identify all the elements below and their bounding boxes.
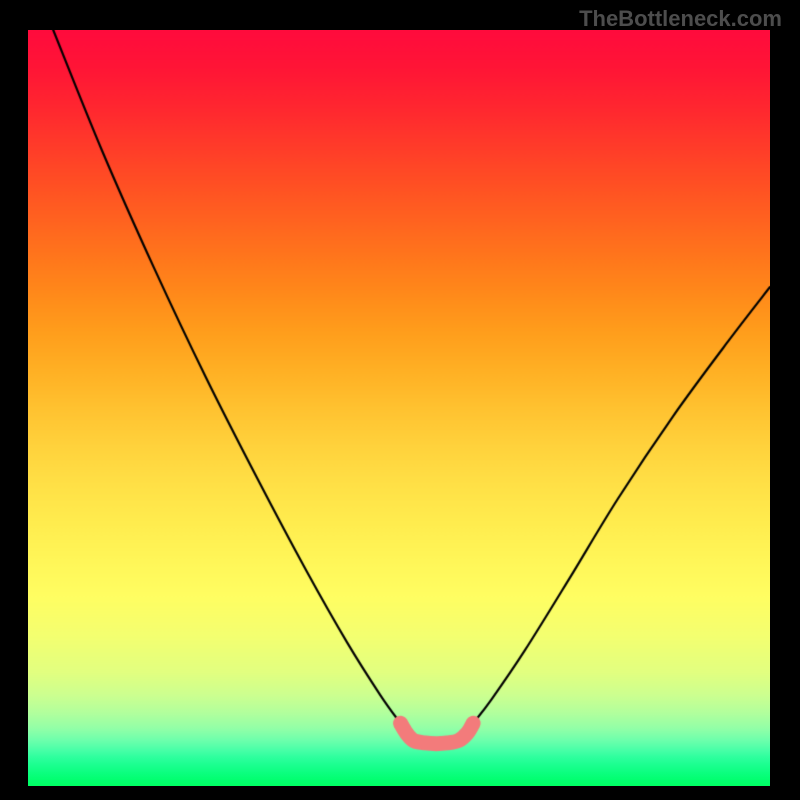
frame-border-bottom: [0, 786, 800, 800]
frame-border-right: [770, 0, 800, 800]
bottleneck-curve: [28, 30, 770, 786]
chart-plot-area: [28, 30, 770, 786]
watermark-text: TheBottleneck.com: [579, 6, 782, 32]
frame-border-left: [0, 0, 28, 800]
